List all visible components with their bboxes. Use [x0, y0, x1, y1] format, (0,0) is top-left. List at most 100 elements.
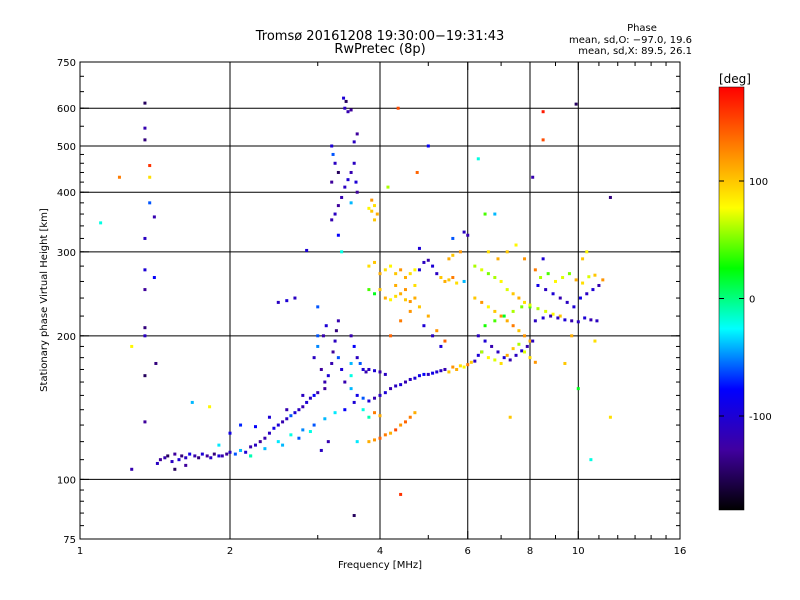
- data-point: [333, 339, 337, 343]
- data-point: [289, 433, 293, 437]
- data-point: [272, 426, 276, 430]
- data-point: [190, 400, 194, 404]
- data-point: [451, 253, 455, 257]
- phase-info-line1: mean, sd,O: −97.0, 19.6: [569, 35, 692, 46]
- data-point: [173, 452, 177, 456]
- data-point: [205, 454, 209, 458]
- data-point: [267, 431, 271, 435]
- data-point: [308, 430, 312, 434]
- x-tick-label: 2: [227, 546, 233, 557]
- data-point: [476, 334, 480, 338]
- data-point: [496, 257, 500, 261]
- data-point: [143, 126, 147, 130]
- data-point: [319, 367, 323, 371]
- data-point: [130, 467, 134, 471]
- data-point: [367, 415, 371, 419]
- data-point: [355, 132, 359, 136]
- data-point: [343, 106, 347, 110]
- data-point: [378, 272, 382, 276]
- data-point: [333, 161, 337, 165]
- data-point: [352, 344, 356, 348]
- data-point: [399, 383, 403, 387]
- data-point: [336, 170, 340, 174]
- data-point: [451, 236, 455, 240]
- data-point: [413, 376, 417, 380]
- data-point: [349, 387, 353, 391]
- data-point: [239, 448, 243, 452]
- data-point: [361, 367, 365, 371]
- data-point: [443, 339, 447, 343]
- data-point: [367, 399, 371, 403]
- data-point: [367, 367, 371, 371]
- data-point: [148, 175, 152, 179]
- data-point: [208, 405, 212, 409]
- data-point: [143, 374, 147, 378]
- data-point: [373, 292, 377, 296]
- data-point: [502, 314, 506, 318]
- y-tick-label: 600: [57, 104, 76, 115]
- data-point: [536, 307, 540, 311]
- data-point: [352, 400, 356, 404]
- data-point: [480, 350, 484, 354]
- data-point: [330, 218, 334, 222]
- data-point: [408, 309, 412, 313]
- data-point: [408, 415, 412, 419]
- data-point: [408, 377, 412, 381]
- data-point: [517, 296, 521, 300]
- data-point: [180, 454, 184, 458]
- data-point: [591, 288, 595, 292]
- data-point: [349, 201, 353, 205]
- data-point: [305, 400, 309, 404]
- data-point: [361, 396, 365, 400]
- data-point: [312, 356, 316, 360]
- data-point: [336, 233, 340, 237]
- data-point: [447, 278, 451, 282]
- data-point: [413, 296, 417, 300]
- data-point: [305, 248, 309, 252]
- data-point: [281, 420, 285, 424]
- data-point: [258, 440, 262, 444]
- data-point: [263, 447, 267, 451]
- data-point: [451, 365, 455, 369]
- data-point: [520, 349, 524, 353]
- data-point: [378, 393, 382, 397]
- data-point: [244, 450, 248, 454]
- data-point: [499, 279, 503, 283]
- data-point: [148, 201, 152, 205]
- data-point: [435, 272, 439, 276]
- data-point: [447, 257, 451, 261]
- data-point: [228, 431, 232, 435]
- data-point: [130, 344, 134, 348]
- data-point: [422, 260, 426, 264]
- data-point: [593, 339, 597, 343]
- chart-subtitle: RwPretec (8p): [334, 42, 425, 57]
- data-point: [170, 460, 174, 464]
- data-point: [558, 314, 562, 318]
- data-point: [508, 415, 512, 419]
- data-point: [343, 408, 347, 412]
- data-point: [469, 360, 473, 364]
- data-point: [462, 365, 466, 369]
- data-point: [321, 334, 325, 338]
- y-tick-label: 300: [57, 248, 76, 259]
- data-point: [154, 361, 158, 365]
- data-point: [431, 264, 435, 268]
- data-point: [364, 370, 368, 374]
- data-point: [403, 298, 407, 302]
- data-point: [370, 209, 374, 213]
- data-point: [544, 309, 548, 313]
- data-point: [394, 272, 398, 276]
- data-point: [367, 206, 371, 210]
- data-point: [267, 415, 271, 419]
- data-point: [143, 236, 147, 240]
- data-point: [536, 283, 540, 287]
- data-point: [476, 157, 480, 161]
- data-point: [333, 212, 337, 216]
- data-point: [352, 161, 356, 165]
- data-point: [426, 314, 430, 318]
- data-point: [403, 276, 407, 280]
- data-point: [422, 372, 426, 376]
- data-point: [528, 303, 532, 307]
- data-point: [253, 443, 257, 447]
- x-tick-label: 1: [77, 546, 83, 557]
